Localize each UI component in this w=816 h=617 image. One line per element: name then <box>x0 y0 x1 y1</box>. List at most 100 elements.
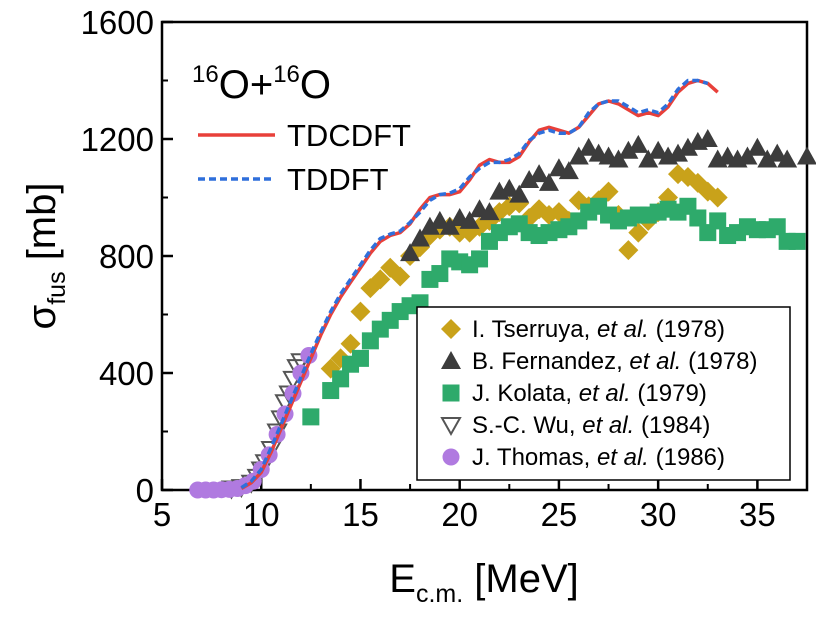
x-tick-label: 20 <box>441 496 478 533</box>
x-axis-title-unit: [MeV] <box>463 557 579 601</box>
x-tick-label: 30 <box>640 496 677 533</box>
series-line-tdcdft <box>240 78 719 491</box>
data-point-fernandez <box>747 137 768 156</box>
axis-ticks <box>160 20 808 492</box>
legend-label-tserruya: I. Tserruya, et al. (1978) <box>472 316 725 343</box>
x-tick-label: 35 <box>739 496 776 533</box>
data-point-kolata <box>431 265 449 283</box>
data-point-fernandez <box>519 169 540 188</box>
legend-label-tddft: TDDFT <box>287 162 389 197</box>
data-point-fernandez <box>618 140 639 159</box>
data-point-kolata <box>768 218 786 236</box>
data-point-fernandez <box>419 216 440 235</box>
legend-author: I. Tserruya, <box>472 316 597 343</box>
data-point-fernandez <box>608 149 629 168</box>
legend-etal: et al. <box>579 380 631 407</box>
series-thomas <box>189 346 318 499</box>
legend-etal: et al. <box>597 316 649 343</box>
legend-author: B. Fernandez, <box>472 348 629 375</box>
data-point-fernandez <box>677 137 698 156</box>
legend-marker-wu <box>440 417 462 437</box>
legend-marker-tserruya <box>441 319 461 339</box>
data-point-tserruya <box>340 333 361 354</box>
legend-label-wu: S.-C. Wu, et al. (1984) <box>472 412 710 439</box>
y-tick-label: 400 <box>99 355 154 392</box>
legend-year: (1984) <box>634 412 710 439</box>
legend-year: (1986) <box>649 444 725 471</box>
y-axis-title: σfus [mb] <box>20 183 71 330</box>
data-point-kolata <box>709 212 727 230</box>
data-point-tserruya <box>370 269 391 290</box>
data-point-fernandez <box>499 178 520 197</box>
data-point-kolata <box>689 209 707 227</box>
data-point-fernandez <box>648 140 669 159</box>
annotation-sup1: 16 <box>192 61 219 88</box>
data-point-fernandez <box>539 172 559 191</box>
data-point-kolata <box>332 370 350 388</box>
data-point-kolata <box>471 250 489 268</box>
series-kolata <box>302 197 806 426</box>
legend-label-tdcdft: TDCDFT <box>287 118 411 153</box>
data-point-kolata <box>351 349 369 367</box>
data-point-fernandez <box>578 137 599 156</box>
legend-year: (1978) <box>649 316 725 343</box>
reaction-annotation: 16O+16O <box>192 61 331 107</box>
legend-marker-thomas <box>442 448 460 466</box>
data-point-fernandez <box>509 184 530 203</box>
y-tick-label: 800 <box>99 238 154 275</box>
y-axis-title-unit: [mb] <box>20 183 64 272</box>
data-point-fernandez <box>767 143 788 162</box>
data-point-fernandez <box>757 149 778 168</box>
legend-author: S.-C. Wu, <box>472 412 582 439</box>
legend-label-kolata: J. Kolata, et al. (1979) <box>472 380 707 407</box>
data-point-kolata <box>302 408 320 426</box>
x-tick-label: 25 <box>541 496 578 533</box>
data-point-fernandez <box>558 161 579 180</box>
data-point-tserruya <box>598 181 619 202</box>
data-point-tserruya <box>707 187 728 208</box>
data-point-fernandez <box>777 149 798 168</box>
data-point-fernandez <box>568 146 589 165</box>
annotation-sup2: 16 <box>273 61 300 88</box>
x-tick-label: 15 <box>342 496 379 533</box>
marker-legend-box <box>416 306 791 481</box>
data-point-kolata <box>788 232 806 250</box>
tick-labels: 5 10 15 20 25 30 35 0 400 800 1200 1600 <box>81 4 776 533</box>
data-point-tserruya <box>628 222 649 243</box>
y-tick-label: 0 <box>136 472 154 509</box>
data-point-fernandez <box>400 243 421 262</box>
legend-etal: et al. <box>629 348 681 375</box>
data-point-fernandez <box>628 134 649 153</box>
data-point-fernandez <box>429 210 450 229</box>
legend-etal: et al. <box>582 412 634 439</box>
data-point-tserruya <box>618 240 639 261</box>
legend-etal: et al. <box>597 444 649 471</box>
data-point-tserruya <box>390 266 411 287</box>
data-point-fernandez <box>697 129 718 147</box>
x-tick-label: 5 <box>153 496 171 533</box>
annotation-base2: O <box>300 63 331 107</box>
legend-year: (1978) <box>681 348 757 375</box>
series-tserruya <box>320 164 728 379</box>
data-point-fernandez <box>638 149 659 168</box>
data-point-tserruya <box>350 301 371 322</box>
data-point-fernandez <box>439 216 460 235</box>
y-axis-title-sub: fus <box>43 271 71 304</box>
legend-author: J. Thomas, <box>472 444 597 471</box>
data-point-fernandez <box>737 146 758 165</box>
legend-label-fernandez: B. Fernandez, et al. (1978) <box>472 348 758 375</box>
y-axis-title-base: σ <box>20 304 64 329</box>
y-tick-label: 1600 <box>81 4 154 41</box>
legend-label-thomas: J. Thomas, et al. (1986) <box>472 444 725 471</box>
legend-marker-fernandez <box>441 351 461 369</box>
y-tick-label: 1200 <box>81 121 154 158</box>
data-point-fernandez <box>668 143 688 162</box>
data-point-fernandez <box>410 228 430 247</box>
data-point-fernandez <box>459 210 480 229</box>
data-point-fernandez <box>797 146 816 165</box>
series-layer <box>189 78 816 500</box>
x-axis-title-sub: c.m. <box>416 580 463 608</box>
annotation-base1: O+ <box>219 63 273 107</box>
x-tick-label: 10 <box>243 496 280 533</box>
